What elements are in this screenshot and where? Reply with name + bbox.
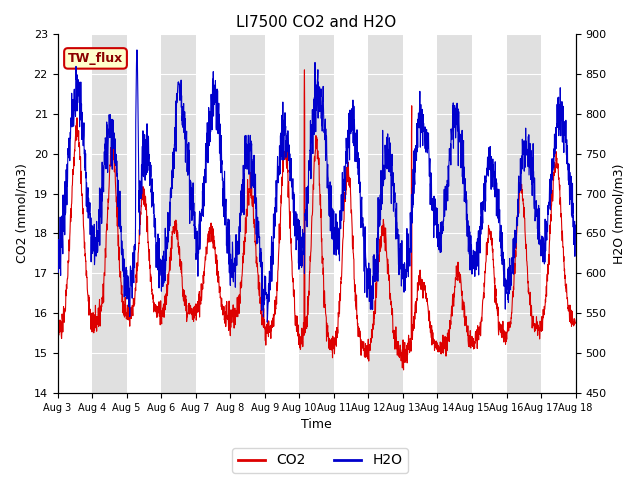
Bar <box>438 34 472 393</box>
Bar <box>58 34 92 393</box>
Bar <box>127 34 161 393</box>
Title: LI7500 CO2 and H2O: LI7500 CO2 and H2O <box>236 15 397 30</box>
Y-axis label: H2O (mmol/m3): H2O (mmol/m3) <box>612 163 625 264</box>
Bar <box>265 34 300 393</box>
Bar <box>472 34 506 393</box>
Bar <box>92 34 127 393</box>
Bar <box>369 34 403 393</box>
X-axis label: Time: Time <box>301 419 332 432</box>
Bar <box>506 34 541 393</box>
Y-axis label: CO2 (mmol/m3): CO2 (mmol/m3) <box>15 164 28 264</box>
Bar <box>230 34 265 393</box>
Bar <box>575 34 610 393</box>
Bar <box>161 34 196 393</box>
Bar <box>196 34 230 393</box>
Bar <box>541 34 575 393</box>
Bar <box>300 34 334 393</box>
Bar <box>334 34 369 393</box>
Legend: CO2, H2O: CO2, H2O <box>232 448 408 473</box>
Text: TW_flux: TW_flux <box>68 52 123 65</box>
Bar <box>403 34 438 393</box>
